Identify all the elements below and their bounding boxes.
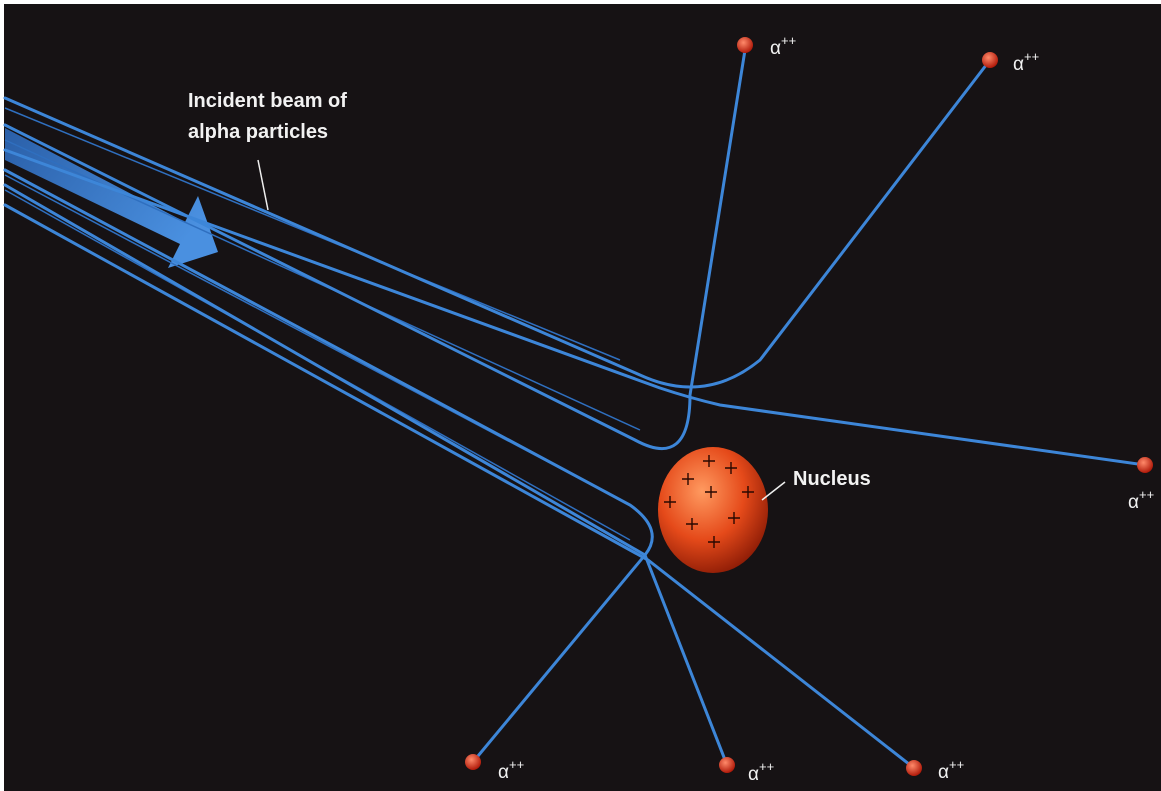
- alpha-label: α++: [938, 757, 964, 783]
- alpha-label: α++: [748, 759, 774, 785]
- symbol: α: [770, 38, 781, 59]
- trajectories: [3, 48, 1147, 770]
- nucleus: [658, 447, 768, 573]
- symbol: α: [748, 764, 759, 785]
- symbol: α: [1013, 54, 1024, 75]
- symbol: α: [1128, 492, 1139, 513]
- symbol: α: [498, 762, 509, 783]
- charge: ++: [509, 757, 524, 772]
- charge: ++: [759, 759, 774, 774]
- background: [4, 4, 1161, 791]
- symbol: α: [938, 762, 949, 783]
- charge: ++: [1024, 49, 1039, 64]
- alpha-label: α++: [498, 757, 524, 783]
- charge: ++: [949, 757, 964, 772]
- pointers: [257, 159, 786, 501]
- alpha-label: α++: [770, 33, 796, 59]
- nucleus-label: Nucleus: [793, 468, 871, 490]
- charge: ++: [781, 33, 796, 48]
- alpha-particles: [465, 37, 1153, 776]
- beam-label: alpha particles: [188, 121, 328, 143]
- beam-label: Incident beam of: [188, 90, 347, 112]
- charge: ++: [1139, 487, 1154, 502]
- beam-arrow: [5, 128, 218, 268]
- alpha-label: α++: [1128, 487, 1154, 513]
- alpha-label: α++: [1013, 49, 1039, 75]
